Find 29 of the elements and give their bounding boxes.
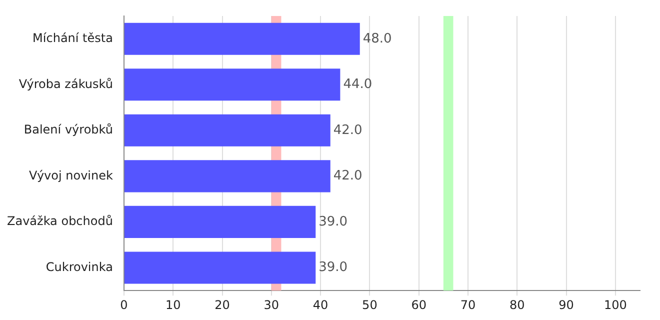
x-tick-label: 90 (558, 298, 574, 312)
bar (124, 206, 316, 238)
x-tick-label: 60 (411, 298, 426, 312)
bar (124, 22, 360, 55)
x-tick-label: 10 (165, 298, 181, 312)
x-tick-label: 70 (460, 298, 476, 312)
x-tick-label: 100 (604, 298, 627, 312)
y-tick-label: Výroba zákusků (18, 76, 113, 91)
bar (124, 160, 330, 192)
x-tick-label: 30 (264, 298, 280, 312)
y-tick-label: Cukrovinka (46, 260, 113, 274)
data-label: 42.0 (333, 122, 362, 138)
data-label: 42.0 (333, 168, 362, 184)
data-label: 48.0 (362, 31, 392, 46)
y-tick-label: Balení výrobků (24, 122, 113, 137)
bar (124, 114, 330, 146)
bar (124, 252, 316, 284)
data-label: 39.0 (318, 260, 348, 276)
x-tick-label: 20 (214, 298, 230, 312)
y-tick-label: Zavážka obchodů (6, 214, 113, 228)
x-tick-label: 40 (312, 298, 328, 312)
x-tick-label: 0 (120, 298, 128, 312)
bar (124, 68, 340, 101)
x-tick-label: 50 (362, 298, 378, 312)
data-label: 44.0 (343, 77, 372, 92)
data-label: 39.0 (318, 214, 348, 230)
x-tick-label: 80 (509, 298, 525, 312)
y-tick-label: Vývoj novinek (29, 168, 114, 182)
y-tick-label: Míchání těsta (32, 31, 113, 46)
